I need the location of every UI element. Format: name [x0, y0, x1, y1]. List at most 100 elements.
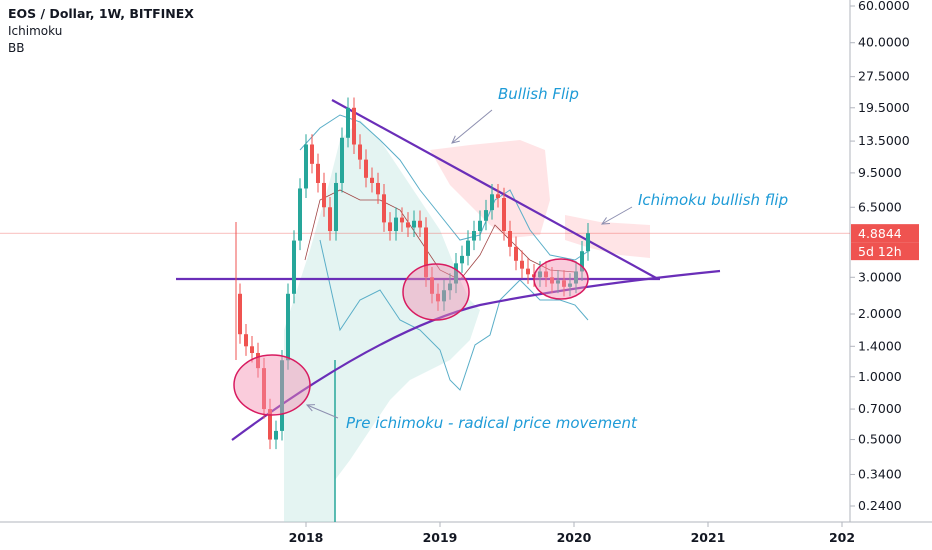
candle-body-down — [310, 144, 314, 164]
bullish-flip-label: Bullish Flip — [498, 85, 579, 103]
candle-body-down — [418, 220, 422, 228]
price-tick-label: 0.2400 — [858, 498, 902, 513]
candle-body-down — [322, 182, 326, 208]
time-tick-label: 2018 — [289, 530, 324, 545]
candle-body-up — [490, 194, 494, 211]
candle-body-down — [268, 409, 272, 440]
candle-body-up — [586, 233, 590, 252]
price-tick-label: 60.0000 — [858, 0, 910, 13]
candle-body-up — [274, 430, 278, 440]
last-price-badge — [851, 224, 919, 243]
candle-body-down — [430, 277, 434, 294]
countdown-badge — [851, 242, 919, 261]
candle-body-down — [358, 144, 362, 160]
candle-body-up — [340, 137, 344, 183]
candle-body-down — [370, 177, 374, 183]
candle-body-up — [394, 217, 398, 232]
price-tick-label: 27.5000 — [858, 69, 910, 84]
time-tick-label: 2021 — [691, 530, 726, 545]
candle-body-down — [256, 353, 260, 369]
highlight-circle-2018 — [402, 263, 470, 321]
candle-body-up — [460, 255, 464, 264]
candle-body-up — [442, 290, 446, 302]
candle-body-down — [514, 246, 518, 261]
time-tick-label: 2019 — [423, 530, 458, 545]
candle-body-down — [328, 207, 332, 232]
candle-body-up — [466, 240, 470, 256]
time-tick-label: 202 — [829, 530, 855, 545]
price-tick-label: 40.0000 — [858, 35, 910, 50]
price-tick-label: 0.5000 — [858, 432, 902, 447]
candle-body-down — [262, 368, 266, 410]
candle-body-down — [238, 293, 242, 335]
candle-body-up — [286, 293, 290, 361]
candle-body-up — [346, 107, 350, 138]
price-tick-label: 6.5000 — [858, 199, 902, 214]
candle-body-up — [472, 231, 476, 241]
price-tick-label: 1.0000 — [858, 369, 902, 384]
chart-title: EOS / Dollar, 1W, BITFINEX — [8, 6, 194, 21]
ichimoku-flip-label: Ichimoku bullish flip — [638, 191, 788, 209]
last-price-label: 4.8844 — [858, 226, 902, 241]
price-tick-label: 13.5000 — [858, 133, 910, 148]
candle-body-up — [556, 280, 560, 284]
candle-body-down — [250, 346, 254, 354]
candle-body-down — [352, 107, 356, 145]
candle-body-down — [496, 194, 500, 199]
indicator-ichimoku-label[interactable]: Ichimoku — [8, 24, 63, 38]
candle-body-down — [316, 163, 320, 183]
candle-body-down — [400, 217, 404, 223]
candle-body-up — [304, 144, 308, 189]
candle-body-down — [424, 227, 428, 278]
candle-body-up — [454, 263, 458, 284]
time-tick-label: 2020 — [557, 530, 592, 545]
highlight-circle-2017 — [233, 354, 311, 416]
highlight-circle-2019 — [533, 258, 589, 300]
candle-body-up — [484, 210, 488, 221]
candle-body-down — [508, 231, 512, 247]
price-tick-label: 19.5000 — [858, 100, 910, 115]
ichimoku-cloud-bullish — [284, 120, 480, 522]
pre-ichimoku-arrow-head — [305, 404, 316, 412]
candle-body-up — [538, 271, 542, 278]
price-tick-label: 0.7000 — [858, 401, 902, 416]
candle-body-up — [298, 188, 302, 241]
bullish-flip-arrow — [451, 109, 493, 144]
price-tick-label: 0.3400 — [858, 466, 902, 481]
candle-body-down — [550, 277, 554, 284]
ascending-curve-support — [231, 269, 721, 441]
candle-body-down — [382, 194, 386, 223]
candle-body-down — [526, 268, 530, 275]
price-tick-label: 1.4000 — [858, 338, 902, 353]
indicator-bb-label[interactable]: BB — [8, 41, 25, 55]
descending-trend-line — [331, 99, 659, 280]
candle-body-down — [244, 334, 248, 347]
candle-body-up — [478, 220, 482, 232]
ichimoku-flip-arrow — [601, 206, 633, 225]
candle-body-up — [412, 220, 416, 228]
candle-body-down — [406, 222, 410, 228]
bollinger-lower — [319, 239, 589, 391]
candle-body-up — [448, 283, 452, 291]
candle-body-up — [292, 240, 296, 294]
pre-ichimoku-label: Pre ichimoku - radical price movement — [346, 414, 638, 432]
candle-body-down — [436, 293, 440, 302]
ichimoku-cloud-bearish — [430, 140, 550, 238]
candle-body-down — [562, 280, 566, 287]
countdown-label: 5d 12h — [858, 244, 902, 259]
candle-body-down — [388, 222, 392, 232]
ichimoku-cloud-future — [565, 215, 650, 258]
bullish-flip-arrow-head — [451, 135, 460, 144]
candle-body-up — [568, 283, 572, 287]
ichimoku-flip-arrow-head — [600, 217, 611, 225]
bollinger-basis — [304, 189, 576, 281]
candle-body-down — [376, 182, 380, 195]
candle-body-down — [364, 159, 368, 178]
candle-body-up — [574, 271, 578, 284]
price-tick-label: 3.0000 — [858, 269, 902, 284]
candle-body-down — [544, 271, 548, 278]
candle-body-down — [502, 198, 506, 232]
candle-body-down — [520, 260, 524, 269]
candle-body-up — [334, 182, 338, 232]
